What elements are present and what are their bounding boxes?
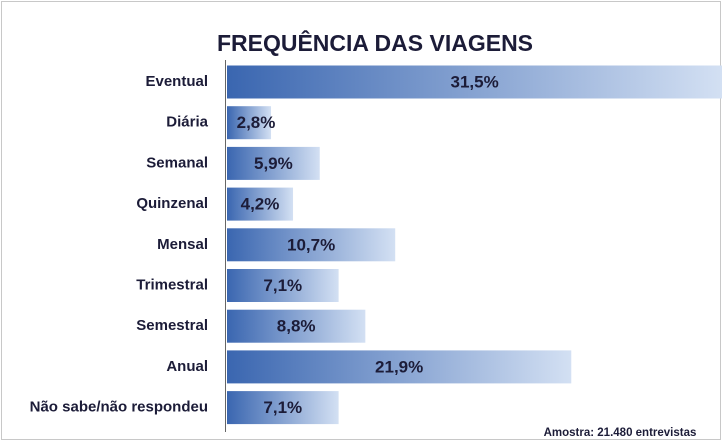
category-label: Mensal (157, 236, 208, 253)
value-label: 10,7% (287, 235, 335, 254)
bar (227, 309, 366, 343)
category-label: Semestral (136, 317, 208, 334)
value-label: 7,1% (263, 276, 302, 295)
bar (227, 106, 272, 140)
sample-note: Amostra: 21.480 entrevistas (544, 427, 697, 439)
bar (227, 391, 339, 425)
chart-title: FREQUÊNCIA DAS VIAGENS (217, 29, 533, 56)
category-label: Quinzenal (136, 195, 208, 212)
category-label: Semanal (146, 154, 208, 171)
category-label: Anual (166, 358, 208, 375)
value-label: 8,8% (277, 317, 316, 336)
value-label: 31,5% (450, 72, 498, 91)
value-label: 5,9% (254, 154, 293, 173)
bar (227, 187, 294, 221)
bar (227, 228, 396, 262)
bar (227, 269, 339, 302)
value-label: 7,1% (263, 398, 302, 417)
category-label: Eventual (145, 73, 208, 90)
category-label: Não sabe/não respondeu (30, 399, 208, 416)
bar (227, 65, 722, 99)
value-label: 4,2% (241, 195, 280, 214)
category-label: Trimestral (136, 276, 208, 293)
category-label: Diária (166, 114, 208, 131)
bar (227, 146, 320, 180)
value-label: 2,8% (237, 113, 276, 132)
value-label: 21,9% (375, 357, 423, 376)
bar (227, 350, 572, 384)
